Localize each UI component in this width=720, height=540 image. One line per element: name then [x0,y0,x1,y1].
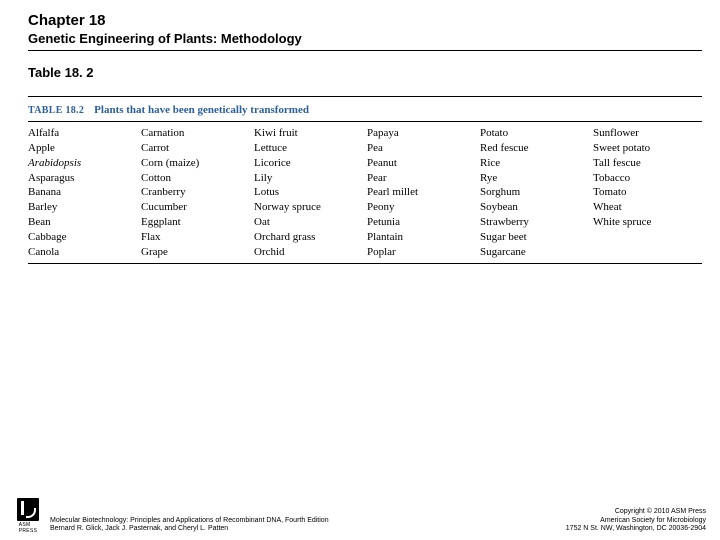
table-number: TABLE 18.2 [28,105,84,116]
chapter-heading: Chapter 18 [28,12,702,29]
address: 1752 N St. NW, Washington, DC 20036-2904 [566,525,706,534]
plant-item: Norway spruce [254,200,363,215]
logo-label-bottom: PRESS [19,528,37,534]
plant-item: Tobacco [593,171,702,186]
plant-item: Bean [28,215,137,230]
plant-item: Strawberry [480,215,589,230]
plant-item: Apple [28,141,137,156]
plant-item: Soybean [480,200,589,215]
publisher: American Society for Microbiology [566,517,706,526]
plant-item: Sugarcane [480,245,589,260]
plant-item: Tomato [593,185,702,200]
plant-item: Poplar [367,245,476,260]
plant-item: Pear [367,171,476,186]
plant-item: Kiwi fruit [254,126,363,141]
plant-item: Red fescue [480,141,589,156]
plant-item: Wheat [593,200,702,215]
plant-item: Oat [254,215,363,230]
plant-item: Carnation [141,126,250,141]
footer-right: Copyright © 2010 ASM Press American Soci… [566,508,706,534]
plant-item: Lettuce [254,141,363,156]
plant-item: Sorghum [480,185,589,200]
table-title-row: TABLE 18.2 Plants that have been genetic… [28,96,702,122]
plant-item: Tall fescue [593,156,702,171]
plant-item: Corn (maize) [141,156,250,171]
plant-item: Orchid [254,245,363,260]
chapter-subtitle: Genetic Engineering of Plants: Methodolo… [28,31,702,51]
asm-press-logo: ASM PRESS [14,498,42,534]
plant-column: PapayaPeaPeanutPearPearl milletPeonyPetu… [367,126,476,260]
plant-item: Cranberry [141,185,250,200]
footer: ASM PRESS Molecular Biotechnology: Princ… [0,492,720,536]
book-title: Molecular Biotechnology: Principles and … [50,517,329,526]
plant-column: CarnationCarrotCorn (maize)CottonCranber… [141,126,250,260]
table-label: Table 18. 2 [28,65,702,80]
plant-item: Rice [480,156,589,171]
plant-column: SunflowerSweet potatoTall fescueTobaccoT… [593,126,702,260]
plant-item: Peanut [367,156,476,171]
table-title: Plants that have been genetically transf… [94,104,309,116]
plant-item: Barley [28,200,137,215]
plant-item: Carrot [141,141,250,156]
table-wrap: TABLE 18.2 Plants that have been genetic… [28,96,702,264]
plant-item: Eggplant [141,215,250,230]
plant-column: PotatoRed fescueRiceRyeSorghumSoybeanStr… [480,126,589,260]
plant-item: Lily [254,171,363,186]
plant-item: Cabbage [28,230,137,245]
plant-item: Peony [367,200,476,215]
plant-column: Kiwi fruitLettuceLicoriceLilyLotusNorway… [254,126,363,260]
plant-item: Rye [480,171,589,186]
plant-item: Arabidopsis [28,156,137,171]
page: Chapter 18 Genetic Engineering of Plants… [0,0,720,540]
plant-item: Licorice [254,156,363,171]
plant-item: Cucumber [141,200,250,215]
plant-item: Banana [28,185,137,200]
logo-icon [17,498,39,521]
plant-item: Sunflower [593,126,702,141]
plant-grid: AlfalfaAppleArabidopsisAsparagusBananaBa… [28,123,702,264]
plant-item: Petunia [367,215,476,230]
plant-item: Sugar beet [480,230,589,245]
plant-item: Papaya [367,126,476,141]
plant-item: Potato [480,126,589,141]
copyright: Copyright © 2010 ASM Press [566,508,706,517]
plant-item: Canola [28,245,137,260]
plant-item: Pea [367,141,476,156]
plant-item: Grape [141,245,250,260]
plant-item: Orchard grass [254,230,363,245]
plant-item: Lotus [254,185,363,200]
plant-item: White spruce [593,215,702,230]
plant-item: Cotton [141,171,250,186]
plant-column: AlfalfaAppleArabidopsisAsparagusBananaBa… [28,126,137,260]
authors: Bernard R. Glick, Jack J. Pasternak, and… [50,525,329,534]
plant-item: Pearl millet [367,185,476,200]
plant-item: Asparagus [28,171,137,186]
plant-item: Sweet potato [593,141,702,156]
plant-item: Alfalfa [28,126,137,141]
logo-label: ASM PRESS [19,522,37,534]
plant-item: Flax [141,230,250,245]
footer-left: Molecular Biotechnology: Principles and … [50,517,329,535]
plant-item: Plantain [367,230,476,245]
